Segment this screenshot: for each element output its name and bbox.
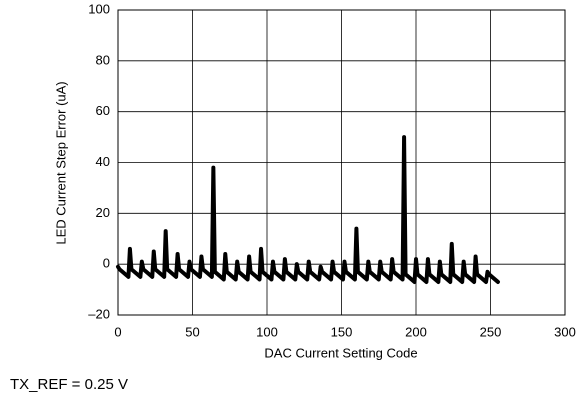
y-tick-label: 0 [103,256,110,271]
y-tick-label: 80 [96,52,110,67]
y-tick-label: 100 [88,1,110,16]
data-line [116,135,500,284]
x-tick-label: 200 [405,324,427,339]
annotation: TX_REF = 0.25 V [10,376,128,393]
y-tick-label: 40 [96,154,110,169]
x-tick-label: 100 [256,324,278,339]
x-tick-label: 150 [331,324,353,339]
y-tick-label: 60 [96,103,110,118]
y-axis-label: LED Current Step Error (uA) [53,81,68,244]
x-tick-label: 250 [480,324,502,339]
x-tick-label: 0 [114,324,121,339]
x-tick-label: 300 [554,324,576,339]
y-tick-label: –20 [88,306,110,321]
plot-border [117,9,566,316]
y-tick-label: 20 [96,205,110,220]
x-axis-label: DAC Current Setting Code [264,345,417,360]
x-tick-label: 50 [185,324,199,339]
